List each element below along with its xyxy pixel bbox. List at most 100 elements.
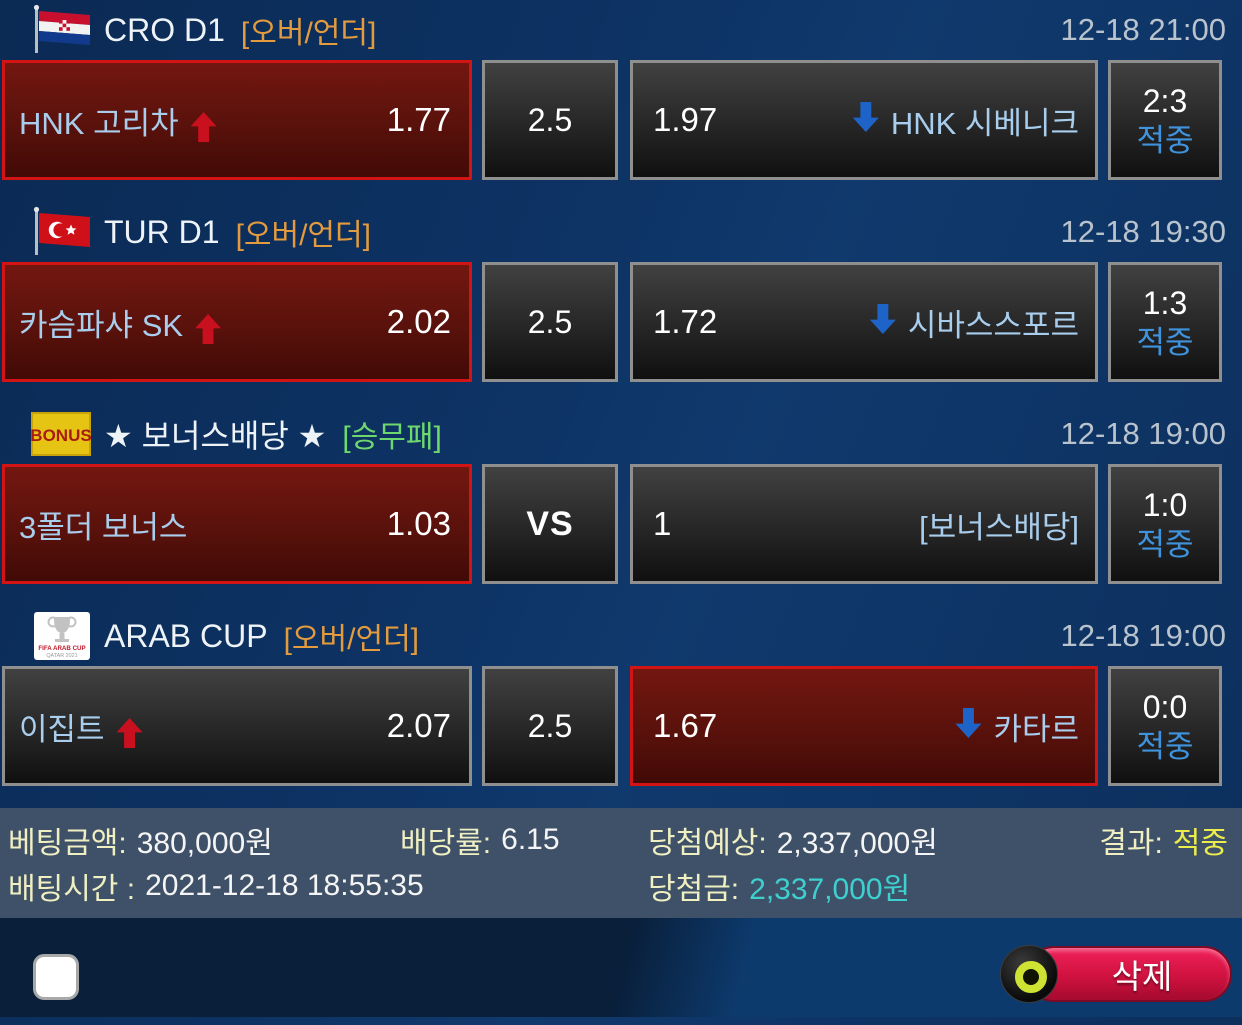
total-odds: 배당률: 6.15 — [400, 818, 648, 862]
home-bet-button[interactable]: HNK 고리차 1.77 — [2, 60, 472, 180]
home-pick-name: 3폴더 보너스 — [19, 509, 188, 545]
match-section-tur: TUR D1 [오버/언더] 12-18 19:30 카슴파샤 SK 2.02 … — [0, 202, 1242, 382]
away-bet-button[interactable]: 1.67 카타르 — [630, 666, 1098, 786]
market-type: [오버/언더] — [240, 17, 377, 50]
section-header: FIFA ARAB CUP QATAR 2021 ARAB CUP [오버/언더… — [0, 606, 1242, 666]
market-type: [오버/언더] — [283, 623, 419, 656]
section-header: CRO D1 [오버/언더] 12-18 21:00 — [0, 0, 1242, 60]
final-score: 2:3 — [1142, 82, 1188, 119]
away-team-name: 카타르 — [993, 711, 1079, 747]
league-name: ARAB CUP — [104, 617, 268, 654]
vs-label: VS — [526, 504, 574, 543]
spread-button[interactable]: VS — [482, 464, 618, 584]
league-name: TUR D1 — [104, 213, 220, 250]
bet-amount-value: 380,000원 — [136, 827, 273, 860]
odds-down-arrow-icon — [869, 304, 896, 334]
odds-up-arrow-icon — [190, 112, 217, 142]
match-section-bonus: BONUS ★ 보너스배당 ★ [승무패] 12-18 19:00 3폴더 보너… — [0, 404, 1242, 584]
svg-text:QATAR 2021: QATAR 2021 — [46, 653, 77, 659]
match-row: 이집트 2.07 2.5 1.67 카타르 0:0 적중 — [0, 666, 1242, 786]
home-odds: 2.07 — [386, 707, 451, 744]
spread-button[interactable]: 2.5 — [482, 262, 618, 382]
svg-text:FIFA ARAB CUP: FIFA ARAB CUP — [38, 645, 85, 652]
bet-time-label: 배팅시간 : — [8, 873, 136, 906]
match-section-arabcup: FIFA ARAB CUP QATAR 2021 ARAB CUP [오버/언더… — [0, 606, 1242, 786]
prize: 당첨금: 2,337,000원 — [648, 864, 910, 908]
match-datetime: 12-18 21:00 — [1060, 12, 1226, 47]
away-team-name: HNK 시베니크 — [890, 105, 1079, 141]
svg-text:BONUS: BONUS — [30, 426, 91, 445]
spread-value: 2.5 — [527, 303, 573, 340]
away-bet-button[interactable]: 1.97 HNK 시베니크 — [630, 60, 1098, 180]
odds-up-arrow-icon — [195, 314, 222, 344]
match-row: 카슴파샤 SK 2.02 2.5 1.72 시바스스포르 1:3 적중 — [0, 262, 1242, 382]
delete-button-target-icon — [1000, 945, 1058, 1003]
bet-time: 배팅시간 : 2021-12-18 18:55:35 — [8, 864, 648, 908]
home-team-name: 이집트 — [19, 711, 105, 747]
summary-row-1: 베팅금액: 380,000원 배당률: 6.15 당첨예상: 2,337,000… — [8, 817, 1234, 863]
spread-button[interactable]: 2.5 — [482, 60, 618, 180]
home-bet-button[interactable]: 3폴더 보너스 1.03 — [2, 464, 472, 584]
expected-prize-value: 2,337,000원 — [776, 827, 938, 860]
summary-row-2: 배팅시간 : 2021-12-18 18:55:35 당첨금: 2,337,00… — [8, 863, 1234, 909]
delete-button-label: 삭제 — [1111, 958, 1173, 995]
away-odds: 1.67 — [653, 707, 718, 744]
final-score: 1:0 — [1142, 486, 1188, 523]
section-header: TUR D1 [오버/언더] 12-18 19:30 — [0, 202, 1242, 262]
select-checkbox[interactable] — [33, 954, 79, 1000]
home-team-name: 카슴파샤 SK — [19, 307, 184, 343]
delete-button-pill: 삭제 — [1026, 946, 1232, 1002]
bonus-badge-icon: BONUS — [28, 408, 94, 460]
home-odds: 2.02 — [386, 303, 451, 340]
league-name: CRO D1 — [104, 11, 225, 48]
spread-value: 2.5 — [527, 707, 573, 744]
total-odds-label: 배당률: — [400, 827, 492, 860]
prize-label: 당첨금: — [648, 873, 740, 906]
final-score: 1:3 — [1142, 284, 1188, 321]
away-team-name: 시바스스포르 — [907, 307, 1079, 343]
overall-result: 결과: 적중 — [1088, 818, 1234, 862]
away-odds: 1.72 — [653, 303, 718, 340]
result-status: 적중 — [1136, 526, 1194, 562]
final-score: 0:0 — [1142, 688, 1188, 725]
result-status: 적중 — [1136, 728, 1194, 764]
spread-button[interactable]: 2.5 — [482, 666, 618, 786]
match-row: 3폴더 보너스 1.03 VS 1 [보너스배당] 1:0 적중 — [0, 464, 1242, 584]
arab-cup-logo-icon: FIFA ARAB CUP QATAR 2021 — [28, 610, 94, 662]
bet-amount: 베팅금액: 380,000원 — [8, 818, 400, 862]
match-row: HNK 고리차 1.77 2.5 1.97 HNK 시베니크 2:3 적중 — [0, 60, 1242, 180]
bet-summary-bar: 베팅금액: 380,000원 배당률: 6.15 당첨예상: 2,337,000… — [0, 808, 1242, 918]
score-box: 2:3 적중 — [1108, 60, 1222, 180]
score-box: 1:3 적중 — [1108, 262, 1222, 382]
section-header: BONUS ★ 보너스배당 ★ [승무패] 12-18 19:00 — [0, 404, 1242, 464]
away-odds: 1 — [653, 505, 672, 542]
match-section-cro: CRO D1 [오버/언더] 12-18 21:00 HNK 고리차 1.77 … — [0, 0, 1242, 180]
home-odds: 1.77 — [386, 101, 451, 138]
bet-time-value: 2021-12-18 18:55:35 — [145, 869, 424, 902]
match-datetime: 12-18 19:00 — [1060, 416, 1226, 451]
overall-result-label: 결과: — [1099, 827, 1163, 860]
result-status: 적중 — [1136, 324, 1194, 360]
overall-result-value: 적중 — [1172, 827, 1228, 860]
home-bet-button[interactable]: 카슴파샤 SK 2.02 — [2, 262, 472, 382]
home-bet-button[interactable]: 이집트 2.07 — [2, 666, 472, 786]
odds-down-arrow-icon — [852, 102, 879, 132]
expected-prize-label: 당첨예상: — [648, 827, 767, 860]
bet-amount-label: 베팅금액: — [8, 827, 127, 860]
croatia-flag-icon — [28, 4, 94, 56]
delete-button-ring-icon — [1015, 961, 1047, 993]
home-odds: 1.03 — [386, 505, 451, 542]
away-odds: 1.97 — [653, 101, 718, 138]
away-pick-name: [보너스배당] — [919, 509, 1079, 545]
spread-value: 2.5 — [527, 101, 573, 138]
delete-button[interactable]: 삭제 — [1000, 944, 1232, 1004]
league-name: ★ 보너스배당 ★ — [104, 418, 327, 454]
away-bet-button[interactable]: 1.72 시바스스포르 — [630, 262, 1098, 382]
turkey-flag-icon — [28, 206, 94, 258]
market-type: [오버/언더] — [235, 219, 371, 252]
away-bet-button[interactable]: 1 [보너스배당] — [630, 464, 1098, 584]
match-datetime: 12-18 19:00 — [1060, 618, 1226, 653]
odds-down-arrow-icon — [955, 708, 982, 738]
market-type: [승무패] — [342, 421, 442, 454]
